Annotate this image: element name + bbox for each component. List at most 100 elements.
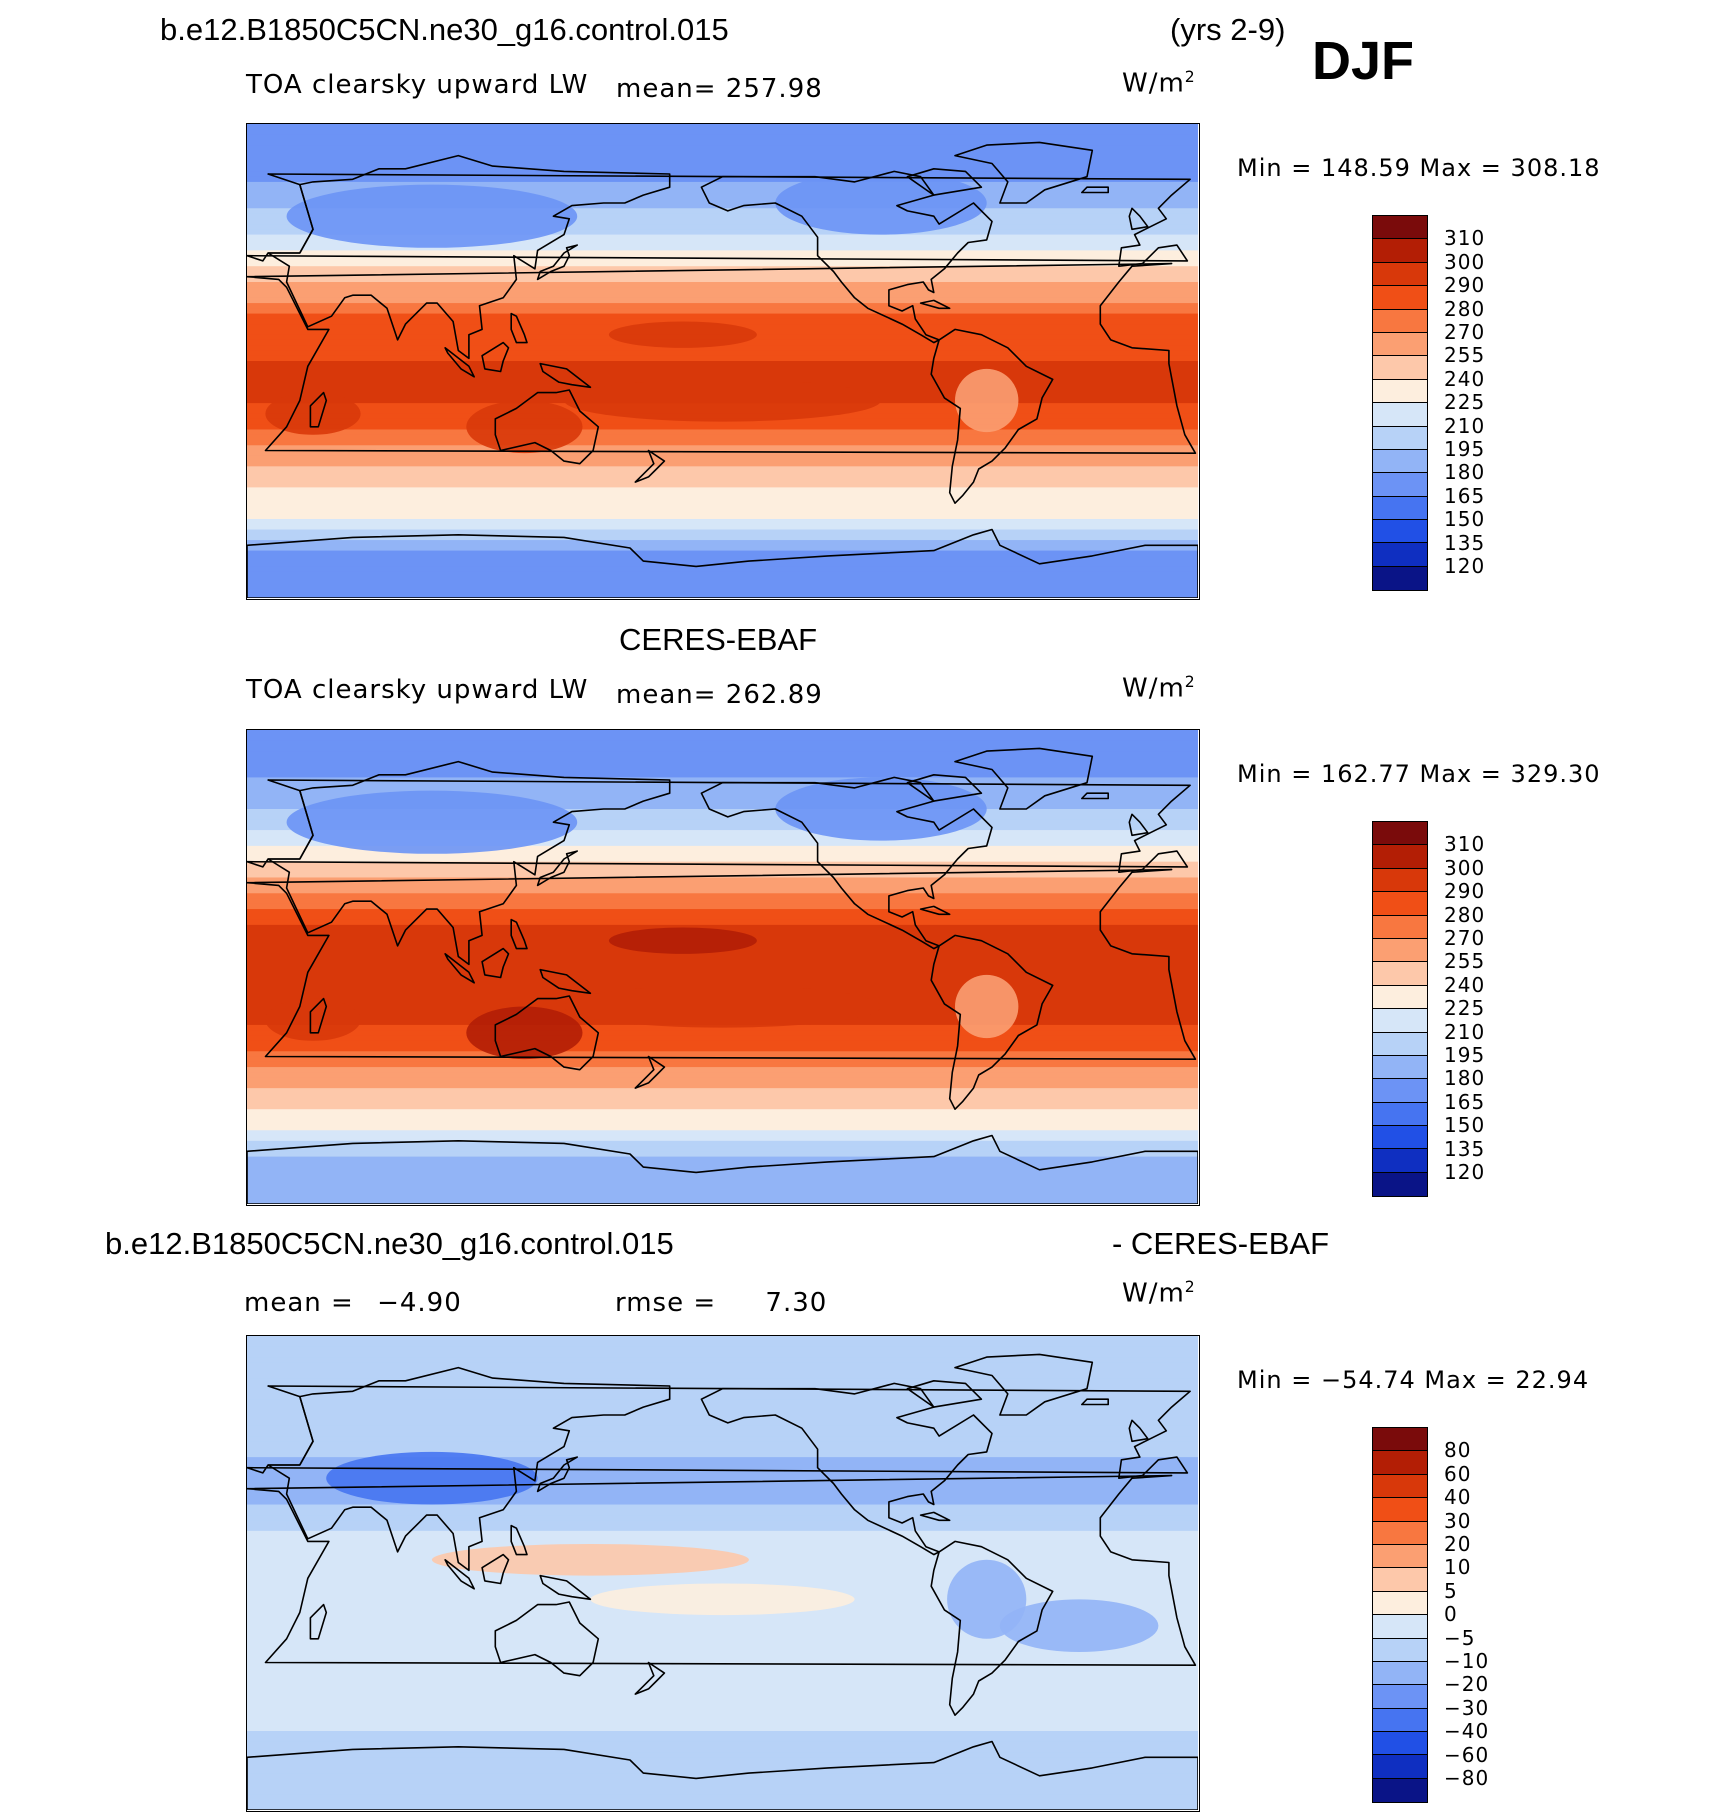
field-band	[247, 524, 1198, 531]
colorbar-tick-label: 240	[1444, 972, 1486, 997]
colorbar-cell	[1373, 1615, 1427, 1639]
field-band	[247, 951, 1198, 958]
field-band	[247, 1130, 1198, 1137]
colorbar-cell	[1373, 1638, 1427, 1662]
units-sup: 2	[1184, 673, 1196, 691]
field-band	[247, 766, 1198, 773]
field-band	[247, 418, 1198, 425]
field-band	[247, 1415, 1198, 1421]
field-band	[247, 1488, 1198, 1495]
field-band	[247, 555, 1198, 562]
field-band	[247, 819, 1198, 826]
field-band	[247, 1794, 1198, 1801]
colorbar-tick-label: 0	[1444, 1602, 1458, 1627]
coastline-australia	[494, 1601, 600, 1677]
field-band	[247, 1741, 1198, 1748]
coastline-namerica	[700, 1382, 993, 1556]
colorbar-cell	[1373, 566, 1427, 591]
field-band	[247, 1404, 1198, 1411]
field-band	[247, 1336, 1198, 1342]
coastline-sumatra	[444, 953, 475, 984]
field-band	[247, 181, 1198, 188]
field-band	[247, 745, 1198, 752]
colorbar-tick-label: 120	[1444, 1160, 1486, 1184]
field-band	[247, 171, 1198, 178]
colorbar-tick-label: 270	[1444, 320, 1486, 344]
field-band	[247, 1114, 1198, 1121]
coastline-iceland	[1081, 186, 1109, 194]
field-band	[247, 888, 1198, 894]
colorbar-cell	[1373, 543, 1427, 567]
field-band	[247, 224, 1198, 230]
field-feature	[608, 321, 757, 348]
units-text: W/m	[1122, 68, 1185, 99]
field-feature	[608, 927, 757, 954]
colorbar-tick-label: 180	[1444, 460, 1486, 485]
field-band	[247, 1151, 1198, 1158]
field-band	[247, 424, 1198, 431]
field-band	[247, 1625, 1198, 1632]
field-band	[247, 893, 1198, 900]
years-label: (yrs 2-9)	[1170, 12, 1286, 47]
field-band	[247, 266, 1198, 273]
field-feature	[947, 1559, 1027, 1639]
field-band	[247, 145, 1198, 151]
units-sup: 2	[1184, 1278, 1196, 1296]
field-band	[247, 1193, 1198, 1200]
colorbar-cell	[1373, 962, 1427, 986]
field-band	[247, 1103, 1198, 1110]
field-band	[247, 245, 1198, 251]
panel1-mean: mean= 257.98	[616, 74, 823, 104]
coastline-greenland	[954, 1353, 1094, 1416]
coastline-sumatra	[444, 347, 475, 378]
colorbar-tick-label: 280	[1444, 296, 1486, 321]
field-band	[247, 355, 1198, 362]
field-feature	[265, 392, 361, 435]
field-band	[247, 1494, 1198, 1500]
field-band	[247, 529, 1198, 536]
coastline-borneo	[481, 1553, 510, 1585]
colorbar-cell	[1373, 239, 1427, 263]
panel2-map	[246, 729, 1200, 1206]
colorbar-tick-label: 255	[1444, 343, 1486, 368]
field-band	[247, 566, 1198, 573]
field-band	[247, 1156, 1198, 1163]
field-band	[247, 292, 1198, 299]
colorbar-cell	[1373, 1474, 1427, 1499]
colorbar-cell	[1373, 845, 1427, 869]
coastline-asia	[267, 154, 671, 360]
coastline-baffin	[906, 774, 983, 802]
field-band	[247, 213, 1198, 220]
field-band	[247, 1072, 1198, 1079]
field-band	[247, 1483, 1198, 1490]
panel3-rmse-value: 7.30	[765, 1288, 828, 1318]
field-band	[247, 1188, 1198, 1195]
field-band	[247, 914, 1198, 921]
field-band	[247, 1388, 1198, 1395]
field-band	[247, 777, 1198, 784]
colorbar-cell	[1373, 1149, 1427, 1173]
colorbar-tick-label: −5	[1444, 1625, 1476, 1650]
colorbar-tick-label: −80	[1444, 1766, 1490, 1790]
field-band	[247, 503, 1198, 510]
colorbar-tick-label: −20	[1444, 1672, 1490, 1697]
colorbar-tick-label: 165	[1444, 1089, 1486, 1114]
coastline-uk	[1128, 1419, 1149, 1443]
panel2-variable: TOA clearsky upward LW	[246, 675, 589, 705]
coastline-nz	[634, 1055, 666, 1089]
field-feature	[286, 184, 578, 248]
field-band	[247, 366, 1198, 373]
colorbar-tick-label: 195	[1444, 437, 1486, 461]
colorbar-tick-label: 270	[1444, 926, 1486, 950]
field-band	[247, 1093, 1198, 1100]
field-band	[247, 1146, 1198, 1152]
colorbar-tick-label: −40	[1444, 1719, 1490, 1744]
field-band	[247, 429, 1198, 436]
units-sup: 2	[1184, 68, 1196, 86]
field-band	[247, 1367, 1198, 1374]
field-band	[247, 1767, 1198, 1774]
field-feature	[265, 998, 361, 1041]
field-band	[247, 1341, 1198, 1348]
field-band	[247, 192, 1198, 199]
field-band	[247, 903, 1198, 910]
